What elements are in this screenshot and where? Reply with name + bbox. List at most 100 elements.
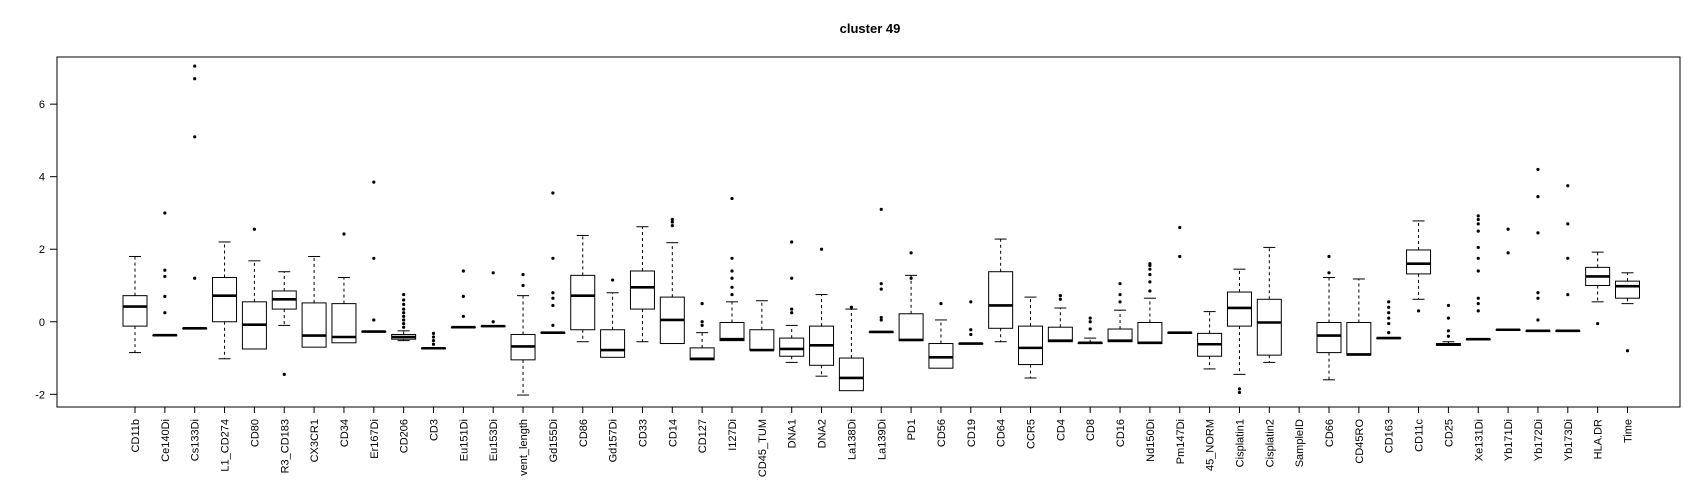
box	[122, 295, 148, 327]
outlier-point	[1506, 251, 1510, 255]
y-axis: -2 0 2 4 6	[35, 99, 57, 401]
box-group	[1555, 184, 1581, 333]
outlier-point	[969, 328, 973, 332]
box-group	[1406, 220, 1432, 313]
outlier-point	[1476, 245, 1480, 250]
x-category-label: Yb172Di	[1533, 419, 1545, 461]
x-category-label: CD25	[1443, 419, 1455, 447]
outlier-point	[670, 217, 674, 222]
outlier-point	[193, 77, 197, 81]
outlier-point	[1237, 390, 1242, 395]
box-group	[779, 240, 805, 363]
x-category-label: vent_length	[518, 419, 530, 476]
box-group	[988, 238, 1014, 343]
x-category-label: CD80	[249, 419, 261, 447]
outlier-point	[1058, 297, 1062, 301]
outlier-point	[849, 305, 854, 309]
outlier-point	[282, 372, 286, 376]
x-category-label: Er167Di	[369, 419, 381, 459]
box-group	[749, 300, 775, 352]
outlier-point	[551, 191, 555, 195]
outlier-point	[1387, 316, 1391, 320]
outlier-point	[1476, 214, 1480, 218]
outlier-point	[431, 339, 436, 343]
box	[1018, 325, 1043, 366]
x-category-label: R3_CD183	[279, 419, 291, 473]
x-category-label: SampleID	[1294, 419, 1306, 467]
outlier-point	[193, 135, 197, 139]
box-group	[1197, 311, 1223, 370]
outlier-point	[879, 287, 883, 291]
outlier-point	[670, 224, 674, 228]
x-category-label: Cs133Di	[190, 419, 202, 461]
outlier-point	[909, 276, 913, 280]
outlier-point	[1566, 184, 1570, 188]
outlier-point	[1148, 273, 1152, 277]
outlier-point	[1625, 349, 1630, 353]
outlier-point	[461, 269, 465, 273]
outlier-point	[551, 291, 555, 295]
x-category-label: CD206	[399, 419, 411, 453]
box	[749, 329, 775, 351]
x-category-label: CD45RO	[1354, 419, 1366, 464]
outlier-point	[790, 276, 794, 280]
x-category-label: Cisplatin2	[1264, 419, 1276, 467]
box-group	[301, 255, 327, 348]
outlier-point	[1178, 225, 1182, 230]
outlier-point	[163, 268, 167, 272]
outlier-point	[969, 300, 973, 304]
box-group	[809, 247, 835, 377]
x-category-label: CD16	[1115, 419, 1127, 447]
outlier-point	[402, 302, 406, 306]
outlier-point	[1118, 292, 1122, 297]
box-group	[1435, 303, 1461, 346]
outlier-point	[670, 220, 674, 224]
box-group	[689, 302, 715, 361]
box-group	[182, 64, 208, 330]
outlier-point	[402, 325, 406, 329]
outlier-point	[1536, 195, 1540, 199]
box-group	[1495, 227, 1521, 332]
box	[1406, 249, 1432, 275]
outlier-point	[551, 303, 555, 308]
outlier-point	[879, 318, 883, 322]
y-tick-label: 6	[39, 99, 45, 111]
x-category-label: CD8	[1085, 419, 1097, 441]
outlier-point	[1058, 294, 1062, 298]
box-group	[1256, 246, 1282, 363]
box-group	[331, 232, 357, 344]
outlier-point	[491, 320, 495, 324]
outlier-point	[1327, 271, 1331, 275]
outlier-point	[1476, 217, 1480, 222]
x-category-label: CD33	[637, 419, 649, 447]
box-group	[391, 292, 417, 342]
x-category-label: PD1	[906, 419, 918, 440]
outlier-point	[730, 269, 734, 273]
x-category-label: Xe131Di	[1473, 419, 1485, 461]
outlier-point	[1446, 329, 1450, 333]
outlier-point	[1476, 309, 1480, 313]
box	[1316, 321, 1342, 354]
box	[988, 271, 1014, 329]
y-tick-label: 0	[39, 317, 45, 329]
box-group	[1465, 214, 1491, 341]
outlier-point	[790, 311, 794, 315]
x-category-label: Yb173Di	[1563, 419, 1575, 461]
x-category-label: Time	[1623, 419, 1635, 443]
box	[898, 313, 924, 342]
outlier-point	[402, 292, 406, 297]
x-category-label: CD34	[339, 419, 351, 447]
outlier-point	[1148, 289, 1152, 293]
x-category-label: CD127	[697, 419, 709, 453]
box	[1615, 280, 1640, 299]
outlier-point	[1148, 267, 1152, 271]
outlier-point	[551, 256, 555, 260]
box-group	[1107, 282, 1133, 343]
outlier-point	[1387, 311, 1391, 315]
outlier-point	[252, 227, 256, 231]
box	[838, 357, 864, 392]
outlier-point	[402, 307, 406, 311]
outlier-point	[551, 323, 555, 327]
outlier-point	[700, 323, 704, 327]
